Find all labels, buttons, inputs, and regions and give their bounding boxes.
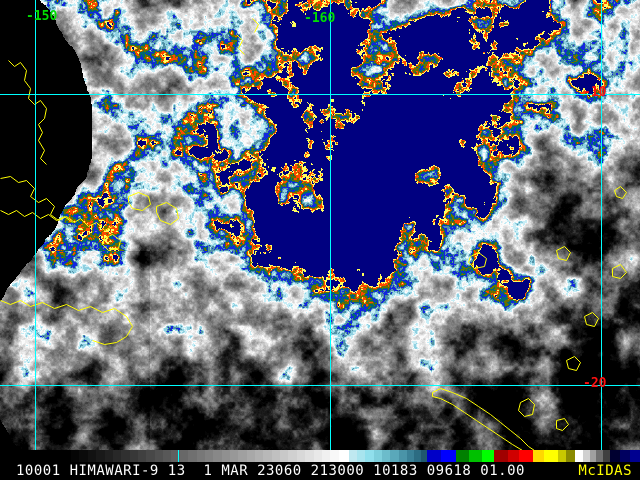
colorbar-segment — [427, 450, 441, 462]
colorbar-segment — [629, 450, 640, 462]
colorbar-segment — [154, 450, 164, 462]
colorbar-segment — [544, 450, 558, 462]
colorbar-segment — [96, 450, 105, 462]
grid-label-lon-150: -150 — [26, 9, 58, 24]
colorbar-segment — [87, 450, 97, 462]
colorbar-segment — [619, 450, 630, 462]
colorbar-segment — [163, 450, 172, 462]
colorbar-segment — [365, 450, 374, 462]
colorbar-segment — [129, 450, 138, 462]
colorbar-segment — [407, 450, 414, 462]
mcidas-logo-text: McIDAS — [578, 463, 632, 479]
colorbar-segment — [566, 450, 575, 462]
colorbar-segment — [574, 450, 583, 462]
colorbar-segment — [455, 450, 470, 462]
colorbar-segment — [137, 450, 147, 462]
enhancement-colorbar[interactable] — [0, 450, 640, 462]
colorbar-segment — [596, 450, 603, 462]
colorbar-segment — [271, 450, 281, 462]
colorbar-segment — [321, 450, 331, 462]
colorbar-segment — [357, 450, 366, 462]
colorbar-segment — [229, 450, 239, 462]
colorbar-segment — [104, 450, 113, 462]
colorbar-segment — [413, 450, 421, 462]
colorbar-segment — [440, 450, 456, 462]
colorbar-segment — [589, 450, 597, 462]
colorbar-segment — [221, 450, 230, 462]
colorbar-segment — [602, 450, 610, 462]
colorbar-segment — [482, 450, 495, 462]
grid-label-lat-20: -20 — [583, 376, 607, 391]
colorbar-segment — [469, 450, 483, 462]
colorbar-segment — [71, 450, 80, 462]
colorbar-segment — [0, 450, 72, 462]
image-info-text: 10001 HIMAWARI-9 13 1 MAR 23060 213000 1… — [16, 463, 525, 479]
satellite-image-canvas[interactable]: -150 -160 -10 -20 — [0, 0, 640, 450]
colorbar-segment — [263, 450, 272, 462]
colorbar-segment — [196, 450, 205, 462]
colorbar-segment — [280, 450, 289, 462]
colorbar-segment — [532, 450, 545, 462]
colorbar-segment — [338, 450, 349, 462]
colorbar-segment — [171, 450, 180, 462]
colorbar-segment — [507, 450, 520, 462]
colorbar-segment — [255, 450, 264, 462]
colorbar-segment — [213, 450, 222, 462]
colorbar-segment — [390, 450, 399, 462]
annotation-strip: 10001 HIMAWARI-9 13 1 MAR 23060 213000 1… — [0, 450, 640, 480]
colorbar-segment — [288, 450, 297, 462]
grid-label-lat-10: -10 — [583, 85, 607, 100]
colorbar-segment — [313, 450, 322, 462]
colorbar-segment — [494, 450, 508, 462]
colorbar-segment — [582, 450, 590, 462]
colorbar-segment — [204, 450, 214, 462]
colorbar-segment — [238, 450, 247, 462]
colorbar-segment — [79, 450, 88, 462]
colorbar-segment — [121, 450, 130, 462]
colorbar-segment — [382, 450, 391, 462]
colorbar-segment — [188, 450, 197, 462]
colorbar-segment — [398, 450, 408, 462]
colorbar-segment — [146, 450, 155, 462]
colorbar-tick-marker — [178, 450, 179, 462]
colorbar-segment — [557, 450, 567, 462]
grid-label-lon-160: -160 — [304, 11, 336, 26]
colorbar-segment — [420, 450, 428, 462]
colorbar-segment — [519, 450, 533, 462]
colorbar-segment — [179, 450, 189, 462]
colorbar-segment — [112, 450, 122, 462]
colorbar-segment — [609, 450, 620, 462]
colorbar-segment — [348, 450, 358, 462]
colorbar-segment — [246, 450, 256, 462]
colorbar-segment — [305, 450, 314, 462]
info-line: 10001 HIMAWARI-9 13 1 MAR 23060 213000 1… — [0, 462, 640, 480]
colorbar-segment — [296, 450, 306, 462]
colorbar-segment — [330, 450, 339, 462]
colorbar-segment — [373, 450, 383, 462]
infrared-image-layer — [0, 0, 640, 450]
